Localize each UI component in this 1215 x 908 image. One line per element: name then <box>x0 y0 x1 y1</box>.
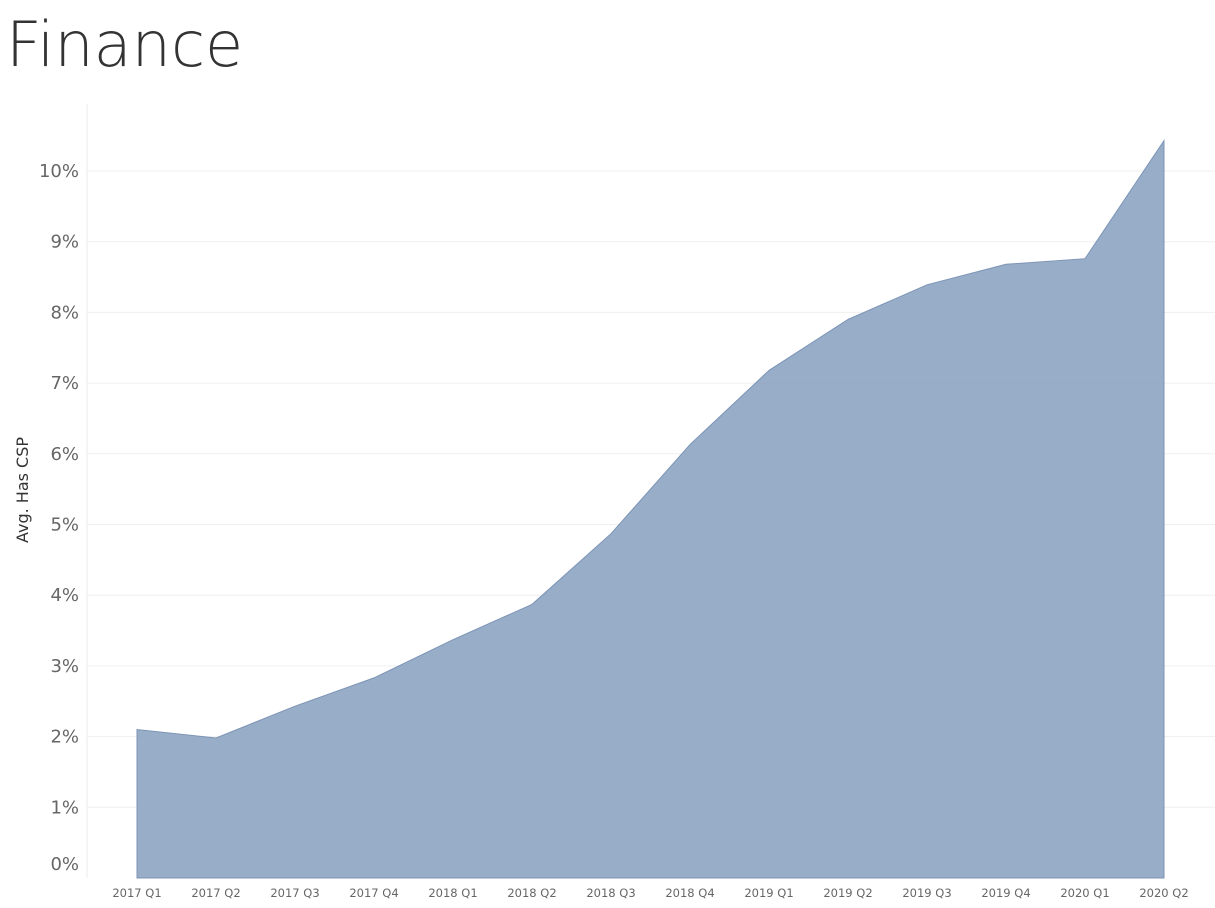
area-fill <box>136 138 1165 879</box>
x-tick-label: 2018 Q2 <box>507 886 556 900</box>
y-tick-label: 4% <box>50 585 79 606</box>
x-tick-label: 2017 Q2 <box>191 886 240 900</box>
y-tick-label: 7% <box>50 373 79 394</box>
page-title: Finance <box>6 8 244 81</box>
x-tick-label: 2017 Q4 <box>349 886 398 900</box>
y-tick-label: 0% <box>50 854 79 875</box>
y-tick-label: 1% <box>50 797 79 818</box>
y-tick-label: 2% <box>50 727 79 748</box>
x-tick-label: 2018 Q3 <box>586 886 635 900</box>
area-series <box>136 138 1165 879</box>
x-tick-label: 2017 Q1 <box>112 886 161 900</box>
x-tick-label: 2020 Q1 <box>1060 886 1109 900</box>
y-tick-label: 3% <box>50 656 79 677</box>
x-tick-label: 2019 Q1 <box>744 886 793 900</box>
y-axis-title: Avg. Has CSP <box>13 437 32 543</box>
y-tick-label: 8% <box>50 302 79 323</box>
x-axis-ticks: 2017 Q1 2017 Q2 2017 Q3 2017 Q4 2018 Q1 2018 … <box>112 886 1188 900</box>
x-tick-label: 2018 Q4 <box>665 886 714 900</box>
x-tick-label: 2019 Q3 <box>902 886 951 900</box>
x-tick-label: 2019 Q2 <box>823 886 872 900</box>
x-tick-label: 2018 Q1 <box>428 886 477 900</box>
x-tick-label: 2019 Q4 <box>981 886 1030 900</box>
y-tick-label: 9% <box>50 232 79 253</box>
x-tick-label: 2017 Q3 <box>270 886 319 900</box>
x-tick-label: 2020 Q2 <box>1139 886 1188 900</box>
y-tick-label: 5% <box>50 515 79 536</box>
y-tick-label: 6% <box>50 444 79 465</box>
y-tick-label: 10% <box>39 161 79 182</box>
y-axis-ticks: 0% 1% 2% 3% 4% 5% 6% 7% 8% 9% 10% <box>39 161 79 875</box>
